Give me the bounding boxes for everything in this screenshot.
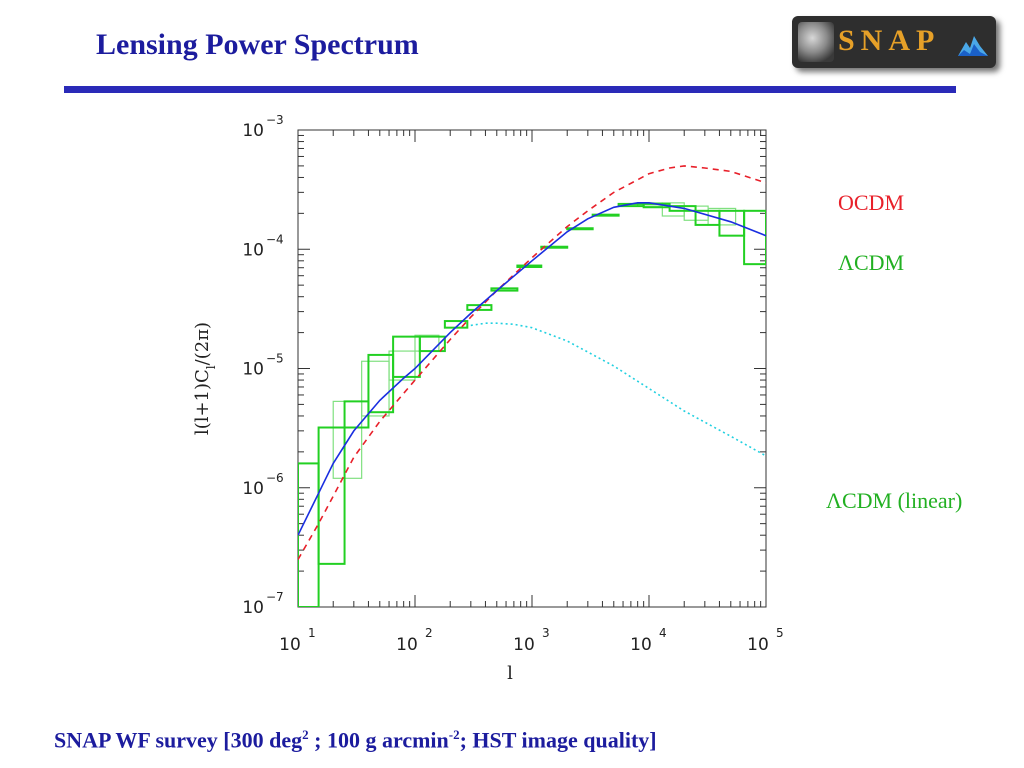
y-tick-exponent: −7 [266, 590, 284, 604]
survey-bin-wide [367, 353, 395, 414]
survey-bin-wide [516, 264, 543, 268]
survey-bin-wide [540, 245, 569, 249]
survey-bin-wide [392, 335, 421, 378]
y-tick-label: 10 [242, 121, 264, 141]
x-tick-exponent: 4 [659, 626, 667, 640]
legend-lcdm-linear: ΛCDM (linear) [826, 488, 963, 513]
slide-title: Lensing Power Spectrum [96, 28, 419, 61]
legend-ocdm: OCDM [838, 190, 905, 215]
snap-logo: SNAP [792, 16, 996, 68]
y-tick-exponent: −3 [266, 113, 284, 127]
survey-bin-wide [490, 287, 519, 292]
survey-bin-wide [317, 426, 346, 565]
x-tick-exponent: 1 [308, 626, 316, 640]
series-line--cdm-linear- [470, 322, 766, 457]
x-tick-exponent: 3 [542, 626, 550, 640]
y-tick-exponent: −4 [266, 232, 284, 246]
footer-part1: SNAP WF survey [300 deg [54, 727, 303, 753]
survey-bin-wide [343, 400, 370, 429]
spectrum-icon [958, 36, 988, 56]
y-tick-label: 10 [242, 598, 264, 618]
footer-part2: ; 100 g arcmin [308, 727, 449, 753]
telescope-emblem-icon [798, 22, 834, 62]
x-tick-label: 10 [279, 635, 301, 655]
y-tick-label: 10 [242, 360, 264, 380]
y-tick-label: 10 [242, 240, 264, 260]
series-line--cdm [298, 202, 766, 536]
chart-svg: 10110210310410510−310−410−510−610−7ll(l+… [192, 113, 784, 684]
footer-sup2: -2 [448, 727, 460, 742]
footer-sup1: 2 [302, 727, 309, 742]
survey-bin-wide [668, 205, 697, 212]
y-tick-label: 10 [242, 479, 264, 499]
footer-caption: SNAP WF survey [300 deg2 ; 100 g arcmin-… [54, 727, 657, 753]
y-tick-exponent: −5 [266, 352, 284, 366]
title-rule [64, 86, 956, 93]
y-axis-label: l(l+1)Cl/(2π) [192, 322, 218, 435]
plot-area [298, 165, 766, 607]
lensing-power-spectrum-chart: 10 1 10 2 10 3 10 4 10 5 10 −3 10 −4 10 −5 10 −6 10 −7 l l(l+… [180, 110, 800, 710]
x-tick-exponent: 5 [776, 626, 784, 640]
footer-part3: ; HST image quality] [459, 727, 657, 753]
survey-bin-wide [718, 209, 746, 237]
y-tick-exponent: −6 [266, 471, 284, 485]
series-line-ocdm [298, 165, 766, 560]
survey-bin-wide [591, 213, 620, 217]
x-axis-label: l [507, 663, 513, 684]
x-tick-label: 10 [396, 635, 418, 655]
survey-bin-light [361, 360, 390, 417]
logo-text: SNAP [838, 24, 941, 57]
legend-lcdm: ΛCDM [838, 250, 905, 275]
x-tick-label: 10 [513, 635, 535, 655]
survey-bin-wide [566, 227, 594, 231]
survey-bin-light [707, 207, 737, 226]
survey-bin-wide [743, 209, 766, 266]
x-tick-label: 10 [747, 635, 769, 655]
x-tick-label: 10 [630, 635, 652, 655]
x-tick-exponent: 2 [425, 626, 433, 640]
